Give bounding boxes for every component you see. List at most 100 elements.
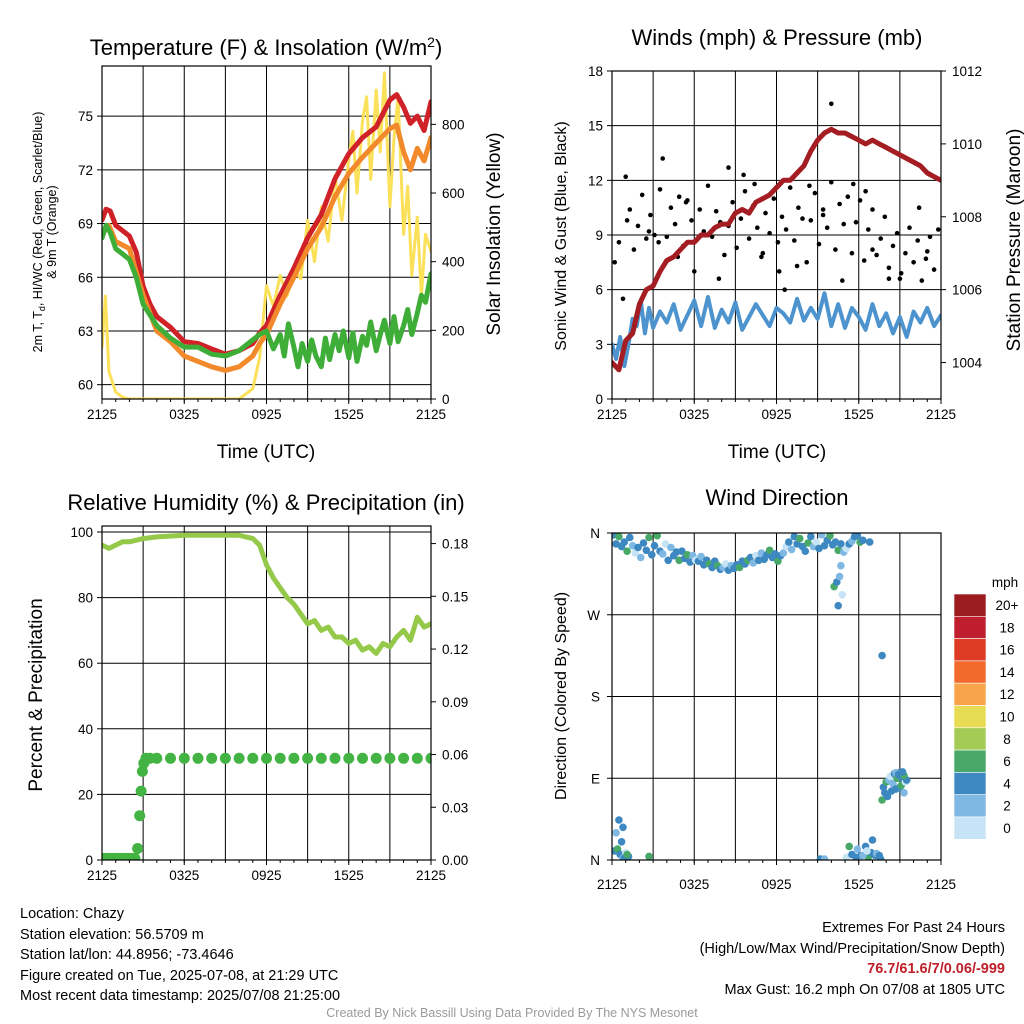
x-tick-label: 2125 [597, 877, 627, 892]
series-gust-point [812, 190, 818, 196]
humidity-ylabel: Percent & Precipitation [26, 598, 47, 791]
direction-tick-label: E [591, 771, 600, 786]
series-gust-point [692, 269, 697, 274]
series-gust-point [656, 240, 661, 245]
series-gust-point [631, 247, 637, 252]
series-gust-point [916, 205, 922, 210]
colorbar-swatch [953, 660, 987, 684]
series-gust-point [907, 225, 912, 230]
series-gust-point [676, 194, 682, 199]
series-precipitation-point [343, 752, 355, 764]
series-gust-point [624, 218, 630, 223]
colorbar-swatch [953, 727, 987, 751]
series-gust-point [890, 243, 896, 249]
series-gust-point [800, 216, 805, 221]
direction-point [642, 546, 651, 555]
series-gust-point [886, 276, 892, 282]
series-gust-point [820, 207, 826, 212]
series-gust-point [874, 252, 879, 258]
series-precipitation-point [219, 752, 231, 764]
series-gust-point [741, 172, 746, 178]
series-gust-point [792, 238, 797, 243]
right-y-tick-label: 800 [442, 117, 465, 132]
series-gust-point [742, 189, 748, 194]
right-y-tick-label: 0.03 [442, 800, 468, 815]
series-precipitation-point [302, 752, 314, 764]
colorbar-label: 18 [999, 620, 1014, 635]
colorbar-unit: mph [992, 575, 1018, 590]
direction-tick-label: N [590, 853, 600, 868]
series-gust-point [833, 247, 838, 252]
direction-point [648, 551, 656, 559]
series-gust-point [705, 183, 711, 189]
series-gust-point [623, 174, 628, 179]
series-precipitation-point [398, 752, 410, 764]
series-precipitation-point [135, 785, 147, 797]
series-gust-point [612, 260, 617, 265]
direction-point [878, 796, 886, 804]
series-gust-point [829, 101, 834, 107]
series-gust-point [716, 276, 722, 282]
left-y-tick-label: 63 [78, 324, 93, 339]
series-gust-point [919, 278, 925, 283]
series-gust-point [782, 287, 787, 293]
direction-point [853, 845, 862, 853]
series-precipitation-point [370, 752, 382, 764]
direction-point [804, 539, 812, 547]
direction-point [779, 549, 788, 557]
direction-point [876, 855, 885, 860]
series-precipitation-point [357, 752, 368, 764]
temperature-title: Temperature (F) & Insolation (W/m2) [90, 34, 443, 60]
series-precipitation-point [329, 752, 341, 764]
winds-xlabel: Time (UTC) [728, 442, 827, 463]
direction-point [785, 538, 793, 546]
extremes-panel: Extremes For Past 24 Hours (High/Low/Max… [700, 918, 1005, 1000]
series-gust-point [820, 212, 826, 218]
series-gust-point [746, 236, 752, 241]
series-precipitation-point [136, 765, 148, 777]
series-gust-point [722, 252, 727, 258]
series-precipitation-point [315, 752, 327, 764]
direction-point [837, 540, 845, 548]
plot-frame [611, 70, 942, 400]
left-y-tick-label: 60 [78, 656, 93, 671]
series-gust-point [808, 218, 814, 223]
colorbar-swatch [953, 593, 987, 617]
colorbar-swatch [953, 794, 987, 818]
series-gust-point [936, 227, 941, 232]
series-gust-point [794, 263, 800, 269]
series-gust-point [776, 269, 782, 274]
insolation-ylabel: Solar Insolation (Yellow) [484, 132, 505, 335]
direction-point [834, 601, 842, 610]
series-gust-point [755, 225, 760, 230]
direction-point [812, 538, 821, 546]
direction-point [650, 541, 659, 550]
direction-point [820, 855, 829, 860]
series-gust-point [849, 250, 855, 256]
series-gust-point [697, 207, 702, 212]
series-gust-point [689, 218, 694, 223]
x-tick-label: 0325 [169, 407, 199, 422]
direction-point [637, 553, 645, 562]
direction-point [853, 533, 862, 540]
right-y-tick-label: 1004 [952, 356, 983, 371]
series-gust-point [635, 223, 641, 229]
x-tick-label: 2125 [87, 868, 117, 883]
temperature-panel: 2125 0325 0925 1525 2125 60 63 66 69 72 75 0 200 400 6… [31, 34, 505, 463]
colorbar-swatch [953, 615, 987, 639]
plot-frame [101, 65, 432, 400]
direction-point [876, 0, 884, 4]
x-tick-label: 0925 [251, 868, 281, 883]
station-elevation: Station elevation: 56.5709 m [20, 926, 204, 943]
series-gust-point [759, 254, 764, 260]
series-gust-point [627, 207, 633, 212]
right-y-tick-label: 1008 [952, 210, 982, 225]
direction-point [801, 547, 810, 555]
temperature-xlabel: Time (UTC) [217, 442, 316, 463]
x-tick-label: 1525 [844, 877, 874, 892]
left-y-tick-label: 12 [588, 173, 603, 188]
series-gust-point [886, 265, 892, 271]
temperature-ylabel: 2m T, Td, HI/WC (Red, Green, Scarlet/Blu… [31, 112, 47, 353]
x-tick-label: 0325 [679, 407, 709, 422]
